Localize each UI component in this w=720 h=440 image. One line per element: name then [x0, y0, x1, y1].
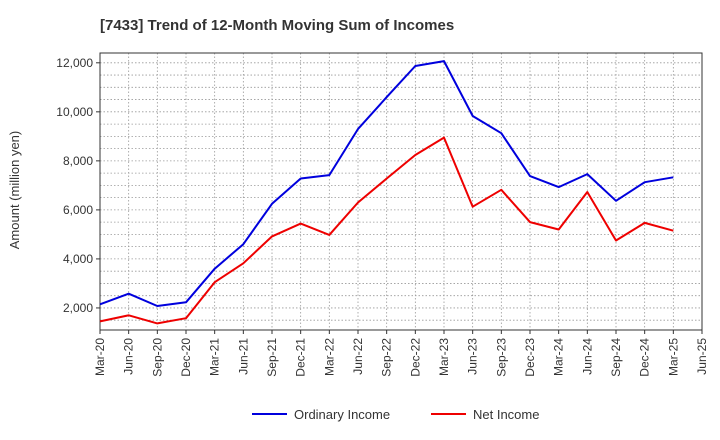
y-axis: 2,000 4,000 6,000 8,000 10,000 12,000 [56, 56, 100, 315]
legend: Ordinary Income Net Income [252, 407, 539, 422]
x-tick-label: Jun-22 [351, 338, 365, 375]
chart-title: [7433] Trend of 12-Month Moving Sum of I… [100, 17, 454, 34]
series-line-net-income [99, 136, 674, 325]
plot-frame [99, 52, 703, 331]
x-tick-label: Mar-23 [437, 338, 451, 376]
x-tick-label: Dec-24 [638, 338, 652, 377]
series-layer [99, 60, 674, 325]
x-tick-label: Mar-22 [322, 338, 336, 376]
legend-label-net-income: Net Income [473, 407, 539, 422]
x-tick-label: Jun-21 [236, 338, 250, 375]
x-tick-label: Mar-20 [93, 338, 107, 376]
y-tick-label: 4,000 [63, 252, 93, 266]
x-tick-label: Jun-25 [695, 338, 709, 375]
x-tick-label: Mar-24 [552, 338, 566, 376]
x-tick-label: Sep-21 [265, 338, 279, 377]
x-tick-label: Mar-25 [666, 338, 680, 376]
series-line-ordinary-income [99, 60, 674, 307]
x-tick-label: Mar-21 [208, 338, 222, 376]
x-tick-label: Sep-24 [609, 338, 623, 377]
y-axis-label: Amount (million yen) [7, 131, 22, 250]
x-tick-label: Jun-24 [580, 338, 594, 375]
legend-label-ordinary-income: Ordinary Income [294, 407, 390, 422]
x-tick-label: Sep-20 [150, 338, 164, 377]
x-tick-label: Jun-23 [466, 338, 480, 375]
x-tick-label: Jun-20 [122, 338, 136, 375]
y-tick-label: 12,000 [56, 56, 93, 70]
x-tick-label: Dec-21 [294, 338, 308, 377]
x-tick-label: Dec-20 [179, 338, 193, 377]
y-tick-label: 8,000 [63, 154, 93, 168]
y-tick-label: 2,000 [63, 301, 93, 315]
x-axis: Mar-20 Jun-20 Sep-20 Dec-20 Mar-21 Jun-21 Sep-… [93, 330, 709, 377]
y-tick-label: 10,000 [56, 105, 93, 119]
y-tick-label: 6,000 [63, 203, 93, 217]
grid [100, 53, 702, 330]
x-tick-label: Sep-22 [380, 338, 394, 377]
x-tick-label: Dec-23 [523, 338, 537, 377]
x-tick-label: Sep-23 [494, 338, 508, 377]
x-tick-label: Dec-22 [408, 338, 422, 377]
